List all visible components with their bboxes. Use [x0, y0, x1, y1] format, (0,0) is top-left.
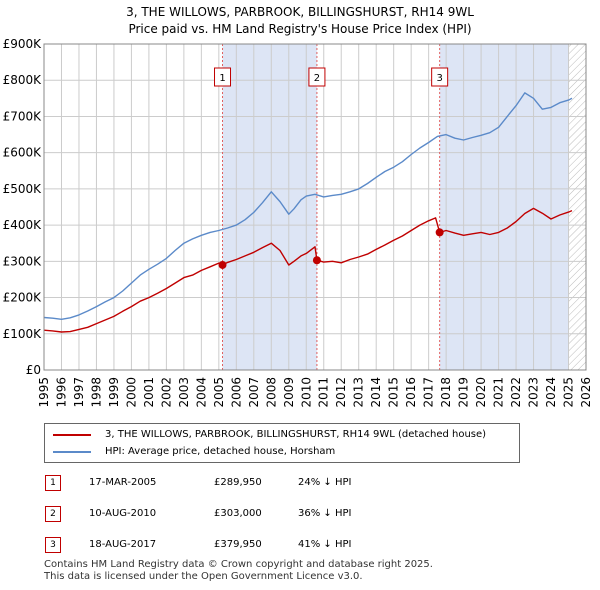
x-tick-label: 2003 — [177, 377, 191, 408]
sale-row: 1 17-MAR-2005 £289,950 24% ↓ HPI — [44, 474, 564, 492]
x-tick-label: 2001 — [142, 377, 156, 408]
sale-price: £379,950 — [214, 539, 262, 550]
x-tick-label: 2025 — [562, 377, 576, 408]
x-tick-label: 2007 — [247, 377, 261, 408]
legend-label-property: 3, THE WILLOWS, PARBROOK, BILLINGSHURST,… — [105, 429, 487, 440]
x-tick-label: 2013 — [352, 377, 366, 408]
x-tick-label: 2015 — [387, 377, 401, 408]
x-tick-label: 2018 — [439, 377, 453, 408]
x-tick-label: 1998 — [89, 377, 103, 408]
sale-hpi-diff: 36% ↓ HPI — [298, 508, 352, 519]
y-tick-label: £400K — [3, 218, 43, 232]
sale-price: £303,000 — [214, 508, 262, 519]
hpi-line — [43, 92, 573, 320]
sale-hpi-diff: 41% ↓ HPI — [298, 539, 352, 550]
footer-copyright: Contains HM Land Registry data © Crown c… — [44, 559, 433, 570]
sale-number-badge: 3 — [45, 537, 61, 553]
sale-date: 10-AUG-2010 — [89, 508, 157, 519]
plot-area: 1 2 3 £0 £100K £200K £300K £400K £500K £600K £700K… — [3, 37, 593, 408]
x-tick-label: 1997 — [72, 377, 86, 408]
x-tick-label: 2021 — [492, 377, 506, 408]
x-tick-label: 2020 — [474, 377, 488, 408]
chart-title: 3, THE WILLOWS, PARBROOK, BILLINGSHURST,… — [126, 5, 474, 19]
y-tick-label: £500K — [3, 182, 43, 196]
x-tick-label: 2006 — [229, 377, 243, 408]
x-tick-label: 2019 — [457, 377, 471, 408]
sale-point — [218, 260, 227, 269]
x-tick-label: 1999 — [107, 377, 121, 408]
x-tick-label: 2009 — [282, 377, 296, 408]
x-tick-label: 2017 — [422, 377, 436, 408]
x-tick-label: 2024 — [544, 377, 558, 408]
plot-frame — [43, 43, 587, 371]
sale-label-number: 2 — [314, 73, 320, 84]
x-tick-label: 2014 — [369, 377, 383, 408]
y-tick-label: £600K — [3, 146, 43, 160]
legend-swatch-property — [53, 434, 91, 436]
ownership-shade — [439, 44, 569, 370]
x-tick-label: 2005 — [212, 377, 226, 408]
x-tick-label: 2000 — [124, 377, 138, 408]
sale-price: £289,950 — [214, 477, 262, 488]
x-tick-label: 2026 — [579, 377, 593, 408]
y-tick-label: £100K — [3, 327, 43, 341]
x-tick-label: 2004 — [194, 377, 208, 408]
sale-row: 3 18-AUG-2017 £379,950 41% ↓ HPI — [44, 536, 564, 554]
sale-date: 17-MAR-2005 — [89, 477, 157, 488]
y-tick-label: £700K — [3, 109, 43, 123]
sale-date: 18-AUG-2017 — [89, 539, 157, 550]
projection-hatch — [568, 44, 586, 370]
y-tick-label: £900K — [3, 37, 43, 51]
x-tick-label: 2008 — [264, 377, 278, 408]
sale-point — [312, 256, 321, 265]
sale-point — [435, 228, 444, 237]
x-tick-label: 2022 — [509, 377, 523, 408]
sale-row: 2 10-AUG-2010 £303,000 36% ↓ HPI — [44, 505, 564, 523]
x-tick-label: 2012 — [334, 377, 348, 408]
sale-number-badge: 2 — [45, 506, 61, 522]
x-tick-label: 2002 — [159, 377, 173, 408]
sale-hpi-diff: 24% ↓ HPI — [298, 477, 352, 488]
y-tick-label: £300K — [3, 254, 43, 268]
legend-swatch-hpi — [53, 451, 91, 453]
y-tick-label: £0 — [26, 363, 41, 377]
x-tick-label: 2010 — [299, 377, 313, 408]
x-tick-label: 2016 — [404, 377, 418, 408]
sale-number-badge: 1 — [45, 475, 61, 491]
sale-label-box — [214, 67, 232, 87]
y-tick-label: £800K — [3, 73, 43, 87]
footer-licence: This data is licensed under the Open Gov… — [44, 571, 363, 582]
sale-label-box — [431, 67, 449, 87]
y-tick-label: £200K — [3, 291, 43, 305]
sale-label-number: 1 — [219, 73, 225, 84]
legend-label-hpi: HPI: Average price, detached house, Hors… — [105, 446, 336, 457]
x-tick-label: 2023 — [527, 377, 541, 408]
chart-legend: 3, THE WILLOWS, PARBROOK, BILLINGSHURST,… — [44, 423, 520, 463]
property-price-line — [43, 207, 573, 333]
sale-label-box — [308, 67, 326, 87]
x-tick-label: 1995 — [37, 377, 51, 408]
x-tick-label: 1996 — [54, 377, 68, 408]
price-chart: 1 2 3 £0 £100K £200K £300K £400K £500K £600K £700K… — [3, 37, 593, 408]
sale-label-number: 3 — [436, 73, 442, 84]
ownership-shade — [222, 44, 317, 370]
x-tick-label: 2011 — [317, 377, 331, 408]
chart-subtitle: Price paid vs. HM Land Registry's House … — [128, 22, 472, 36]
